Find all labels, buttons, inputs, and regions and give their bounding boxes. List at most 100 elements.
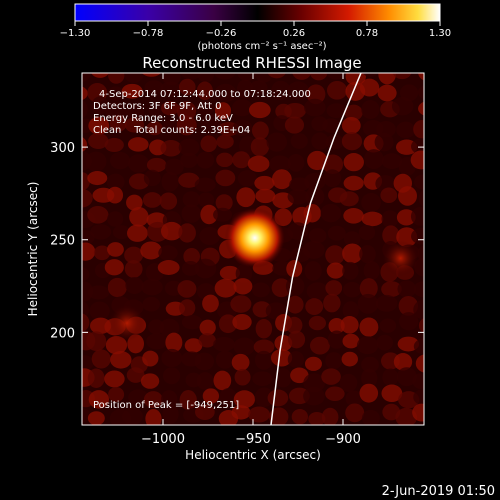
texture-blob — [392, 73, 412, 80]
texture-blob — [275, 368, 292, 388]
texture-blob — [343, 231, 361, 247]
texture-blob — [87, 171, 108, 186]
texture-blob — [82, 73, 91, 82]
texture-blob — [125, 276, 144, 295]
footer-date: 2-Jun-2019 01:50 — [382, 484, 495, 499]
secondary-source — [109, 305, 145, 342]
texture-blob — [266, 132, 287, 152]
texture-blob — [255, 319, 273, 339]
texture-blob — [248, 101, 271, 119]
texture-blob — [374, 132, 394, 152]
annotation-line: 4-Sep-2014 07:12:44.000 to 07:18:24.000 — [99, 89, 311, 100]
texture-blob — [250, 137, 270, 157]
texture-blob — [234, 368, 251, 386]
texture-blob — [267, 389, 289, 407]
texture-blob — [160, 221, 183, 241]
texture-blob — [381, 384, 403, 403]
texture-blob — [157, 260, 180, 275]
texture-blob — [214, 83, 237, 103]
texture-blob — [183, 248, 200, 265]
texture-blob — [159, 318, 180, 338]
texture-blob — [286, 316, 303, 334]
heatmap-sources — [109, 207, 419, 342]
texture-blob — [214, 102, 232, 120]
texture-blob — [124, 73, 144, 83]
y-tick-label: 300 — [50, 141, 75, 156]
texture-blob — [195, 403, 215, 421]
texture-blob — [418, 189, 424, 208]
texture-blob — [179, 390, 197, 410]
texture-blob — [254, 387, 274, 408]
texture-blob — [105, 335, 128, 355]
texture-blob — [165, 332, 183, 353]
annotation-line: Energy Range: 3.0 - 6.0 keV — [93, 113, 233, 124]
texture-blob — [379, 318, 397, 333]
texture-blob — [411, 227, 424, 245]
texture-blob — [176, 115, 197, 136]
texture-blob — [146, 121, 163, 136]
texture-blob — [104, 137, 124, 153]
texture-blob — [271, 278, 292, 298]
texture-blob — [126, 194, 143, 211]
texture-blob — [178, 172, 200, 188]
x-tick-label: −950 — [235, 432, 271, 447]
texture-blob — [361, 211, 384, 227]
texture-blob — [197, 73, 215, 83]
texture-blob — [359, 78, 380, 97]
texture-blob — [343, 153, 364, 172]
texture-blob — [396, 209, 416, 226]
texture-blob — [359, 317, 379, 337]
texture-blob — [363, 260, 380, 280]
texture-blob — [361, 193, 382, 213]
texture-blob — [413, 299, 424, 320]
texture-blob — [326, 103, 347, 119]
texture-blob — [142, 296, 160, 312]
texture-blob — [194, 258, 217, 279]
texture-blob — [305, 298, 324, 316]
texture-blob — [357, 293, 379, 314]
texture-blob — [343, 175, 364, 191]
texture-blob — [178, 223, 196, 243]
texture-blob — [413, 120, 424, 139]
texture-blob — [305, 186, 325, 207]
texture-blob — [232, 151, 251, 169]
texture-blob — [341, 116, 361, 135]
texture-blob — [418, 317, 424, 334]
texture-blob — [127, 137, 149, 152]
texture-blob — [82, 86, 88, 100]
texture-blob — [160, 140, 182, 157]
texture-blob — [82, 99, 88, 119]
texture-blob — [202, 294, 219, 313]
texture-blob — [274, 335, 293, 352]
texture-blob — [339, 373, 358, 393]
texture-blob — [88, 390, 110, 409]
texture-blob — [270, 349, 293, 367]
texture-blob — [399, 312, 419, 331]
texture-blob — [287, 330, 306, 349]
texture-blob — [126, 103, 145, 120]
annotation-line: Detectors: 3F 6F 9F, Att 0 — [93, 101, 221, 112]
texture-blob — [181, 261, 200, 276]
texture-blob — [93, 245, 111, 261]
info-annotations: 4-Sep-2014 07:12:44.000 to 07:18:24.000D… — [93, 89, 311, 136]
texture-blob — [82, 266, 90, 282]
texture-blob — [91, 349, 111, 369]
x-axis-label: Heliocentric X (arcsec) — [185, 448, 321, 462]
texture-blob — [181, 315, 203, 330]
secondary-source — [382, 240, 419, 277]
texture-blob — [232, 313, 252, 331]
texture-blob — [320, 203, 342, 223]
texture-blob — [140, 373, 160, 389]
texture-blob — [325, 134, 345, 150]
texture-blob — [267, 73, 286, 79]
texture-blob — [213, 207, 233, 222]
colorbar-tick-label: 0.26 — [283, 28, 305, 39]
texture-blob — [325, 386, 345, 402]
texture-blob — [194, 352, 215, 371]
texture-blob — [82, 189, 93, 208]
texture-blob — [124, 246, 144, 264]
texture-blob — [144, 80, 164, 95]
texture-blob — [381, 153, 403, 169]
texture-blob — [325, 280, 343, 296]
texture-blob — [146, 333, 168, 350]
